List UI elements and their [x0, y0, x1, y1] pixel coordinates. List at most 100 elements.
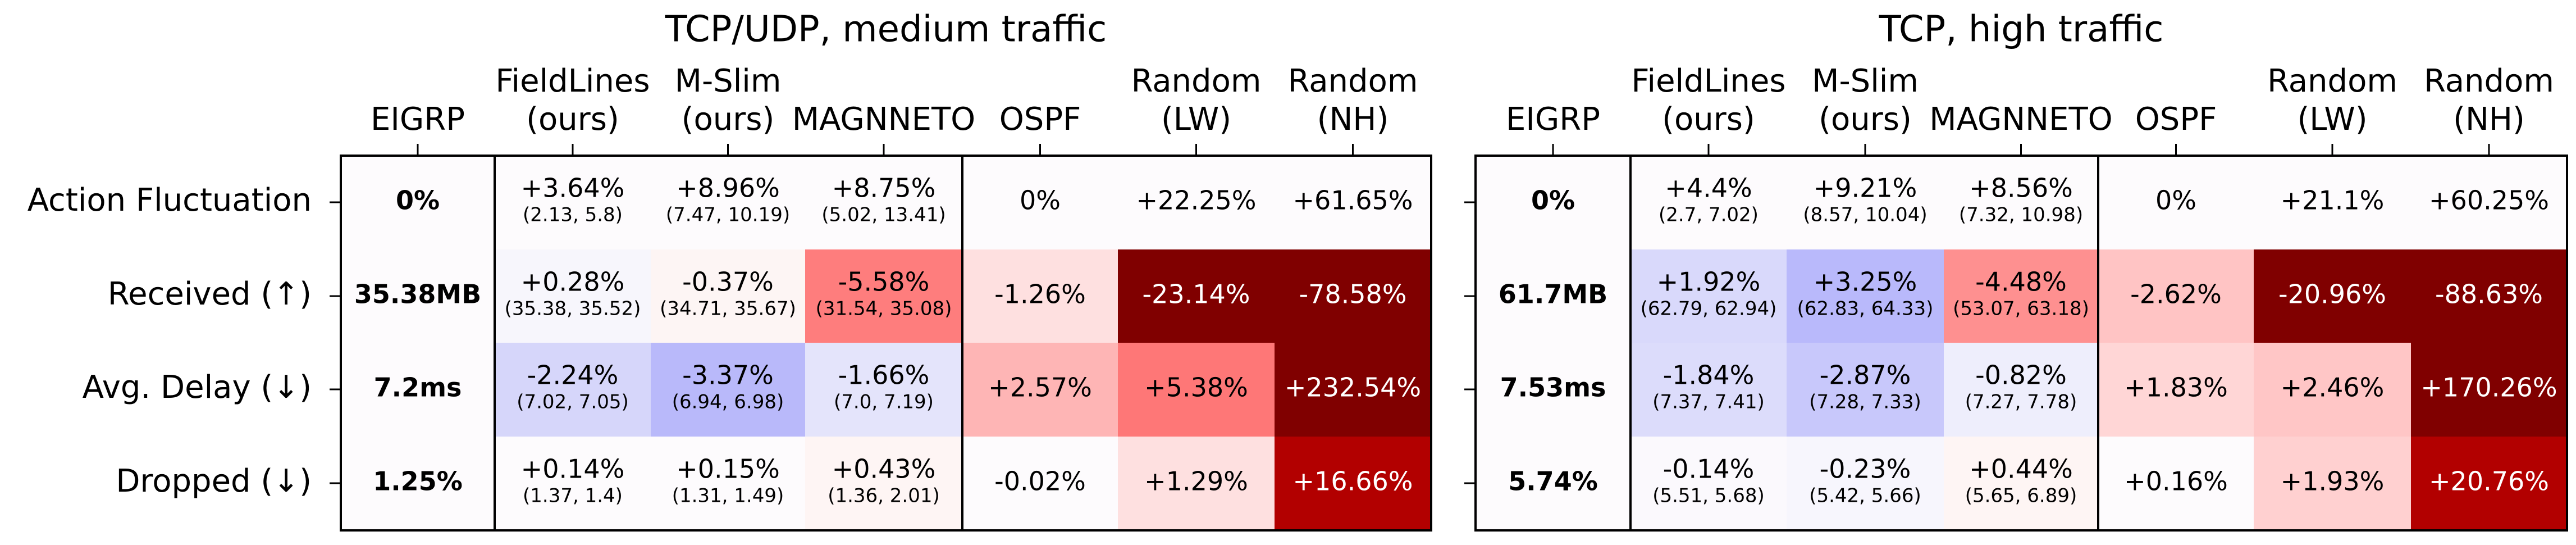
cell-value: +0.44% [1969, 454, 2073, 484]
panel-title: TCP, high traffic [1879, 9, 2164, 51]
heatmap-cell [1944, 249, 2098, 343]
heatmap-cell [651, 249, 805, 343]
cell-interval: (7.02, 7.05) [517, 391, 629, 414]
heatmap-cell [1118, 343, 1275, 437]
heatmap-panel-2: TCP, high trafficEIGRPFieldLines(ours)M-… [1464, 9, 2568, 532]
cell-value: -2.62% [2130, 279, 2222, 310]
cell-value: -4.48% [1975, 267, 2067, 297]
cell-value: +8.75% [832, 173, 936, 203]
heatmap-cell [651, 343, 805, 437]
heatmap-panel-1: TCP/UDP, medium trafficEIGRPFieldLines(o… [330, 9, 1432, 532]
column-label: OSPF [999, 101, 1081, 138]
heatmap-cell [2254, 156, 2411, 249]
cell-value: +2.46% [2281, 373, 2385, 403]
cell-interval: (6.94, 6.98) [672, 391, 784, 414]
cell-value: +60.25% [2429, 185, 2549, 216]
row-label: Dropped (↓) [116, 463, 312, 499]
column-label: OSPF [2135, 101, 2217, 138]
heatmap-cell [1944, 343, 2098, 437]
heatmap-cell [1630, 343, 1787, 437]
cell-value: -23.14% [1143, 279, 1250, 310]
baseline-value: 0% [1531, 185, 1575, 216]
cell-value: -5.58% [838, 267, 930, 297]
heatmap-cell [805, 249, 962, 343]
cell-interval: (34.71, 35.67) [660, 298, 796, 320]
cell-value: +61.65% [1293, 185, 1413, 216]
heatmap-cell [1275, 249, 1431, 343]
cell-value: +0.16% [2124, 466, 2228, 497]
cell-value: -20.96% [2278, 279, 2386, 310]
heatmap-cell [1630, 156, 1787, 249]
heatmap-cell [495, 437, 651, 530]
heatmap-cell [1275, 343, 1431, 437]
cell-value: -3.37% [682, 360, 774, 390]
baseline-value: 0% [396, 185, 440, 216]
heatmap-cell [805, 156, 962, 249]
column-label: MAGNNETO [792, 101, 975, 138]
heatmap-cell [1787, 343, 1944, 437]
cell-value: +0.43% [832, 454, 936, 484]
column-label: (ours) [1662, 101, 1755, 138]
heatmap-cell [962, 156, 1118, 249]
cell-value: +1.92% [1657, 267, 1761, 297]
cell-value: +8.56% [1969, 173, 2073, 203]
cell-interval: (5.51, 5.68) [1652, 485, 1765, 507]
heatmap-cell [1944, 437, 2098, 530]
cell-value: -88.63% [2435, 279, 2543, 310]
heatmap-cell [1275, 437, 1431, 530]
baseline-value: 61.7MB [1499, 279, 1607, 310]
heatmap-cell [962, 343, 1118, 437]
cell-value: +22.25% [1136, 185, 1257, 216]
column-label: EIGRP [1506, 101, 1600, 138]
cell-interval: (7.28, 7.33) [1809, 391, 1921, 414]
cell-interval: (5.02, 13.41) [821, 204, 946, 226]
cell-interval: (5.65, 6.89) [1965, 485, 2077, 507]
cell-value: +16.66% [1293, 466, 1413, 497]
cell-interval: (7.32, 10.98) [1959, 204, 2083, 226]
heatmap-cell [1275, 156, 1431, 249]
heatmap-cell [2098, 343, 2254, 437]
heatmap-cell [2411, 156, 2567, 249]
heatmap-cell [2254, 437, 2411, 530]
cell-interval: (1.36, 2.01) [828, 485, 940, 507]
cell-interval: (5.42, 5.66) [1809, 485, 1921, 507]
heatmap-cell [1118, 437, 1275, 530]
heatmap-cell [2411, 249, 2567, 343]
row-labels: Action Fluctuation Received (↑) Avg. Delay… [28, 182, 312, 499]
heatmap-cell [1787, 156, 1944, 249]
heatmap-cell [651, 437, 805, 530]
cell-value: +170.26% [2420, 373, 2557, 403]
column-label: EIGRP [371, 101, 465, 138]
column-label: (LW) [2297, 101, 2367, 138]
heatmap-cell [805, 343, 962, 437]
heatmap-cell [2098, 437, 2254, 530]
cell-value: +0.28% [521, 267, 625, 297]
cell-interval: (35.38, 35.52) [505, 298, 641, 320]
cell-value: -0.82% [1975, 360, 2067, 390]
heatmap-cell [1118, 156, 1275, 249]
cell-value: -78.58% [1299, 279, 1407, 310]
cell-value: +1.83% [2124, 373, 2228, 403]
cell-interval: (2.13, 5.8) [523, 204, 623, 226]
cell-value: +8.96% [676, 173, 780, 203]
row-label: Avg. Delay (↓) [83, 369, 312, 406]
panel-frame [1474, 155, 2568, 532]
cell-interval: (31.54, 35.08) [816, 298, 952, 320]
cell-value: +20.76% [2429, 466, 2549, 497]
cell-interval: (1.37, 1.4) [523, 485, 623, 507]
cell-value: +1.29% [1144, 466, 1248, 497]
cell-interval: (8.57, 10.04) [1803, 204, 1927, 226]
row-label: Action Fluctuation [28, 182, 312, 219]
heatmap-cell [2254, 343, 2411, 437]
cell-value: +3.25% [1814, 267, 1917, 297]
column-label: (ours) [682, 101, 775, 138]
column-label: M-Slim [675, 63, 782, 99]
column-label: FieldLines [1631, 63, 1785, 99]
baseline-value: 1.25% [373, 466, 463, 497]
cell-value: -0.23% [1820, 454, 1911, 484]
cell-value: +0.14% [521, 454, 625, 484]
heatmap-cell [2411, 343, 2567, 437]
heatmap-cell [1787, 437, 1944, 530]
cell-interval: (7.47, 10.19) [666, 204, 790, 226]
